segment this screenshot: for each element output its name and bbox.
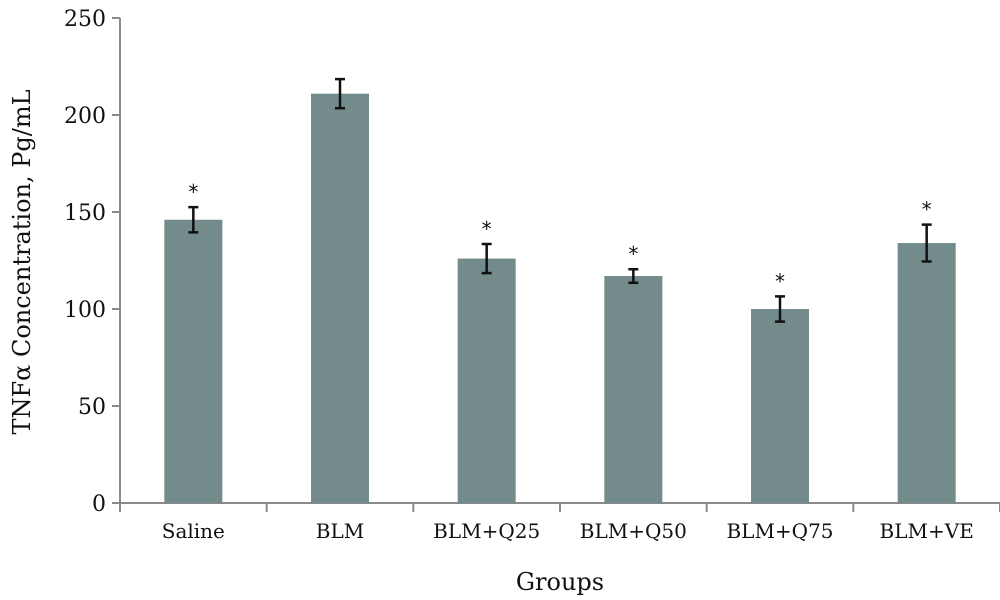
x-category-label: BLM+Q50	[580, 519, 687, 543]
x-category-label: BLM+VE	[880, 519, 974, 543]
significance-marker: *	[922, 198, 932, 222]
bar	[457, 258, 516, 503]
significance-marker: *	[188, 180, 198, 204]
bar	[751, 309, 809, 503]
x-axis-title: Groups	[516, 568, 604, 596]
significance-marker: *	[775, 269, 785, 293]
y-tick-label: 100	[64, 298, 106, 323]
significance-marker: *	[628, 242, 638, 266]
y-tick-label: 50	[78, 395, 106, 420]
bar	[604, 276, 663, 503]
bar	[311, 93, 369, 503]
y-tick-label: 0	[92, 492, 106, 517]
y-tick-label: 200	[64, 104, 106, 129]
x-category-label: BLM+Q75	[726, 519, 833, 543]
bar	[164, 219, 223, 503]
x-category-label: BLM	[316, 519, 364, 543]
x-category-label: Saline	[162, 519, 225, 543]
y-tick-label: 250	[64, 7, 106, 32]
x-category-label: BLM+Q25	[433, 519, 540, 543]
bar	[897, 243, 956, 504]
plot-area: 0 50 100 150 200 250 * Saline BLM * BLM+Q25 * BLM+Q5…	[64, 7, 1000, 543]
y-tick-label: 150	[64, 201, 106, 226]
significance-marker: *	[482, 217, 492, 241]
y-axis-title: TNFα Concentration, Pg/mL	[8, 89, 36, 434]
